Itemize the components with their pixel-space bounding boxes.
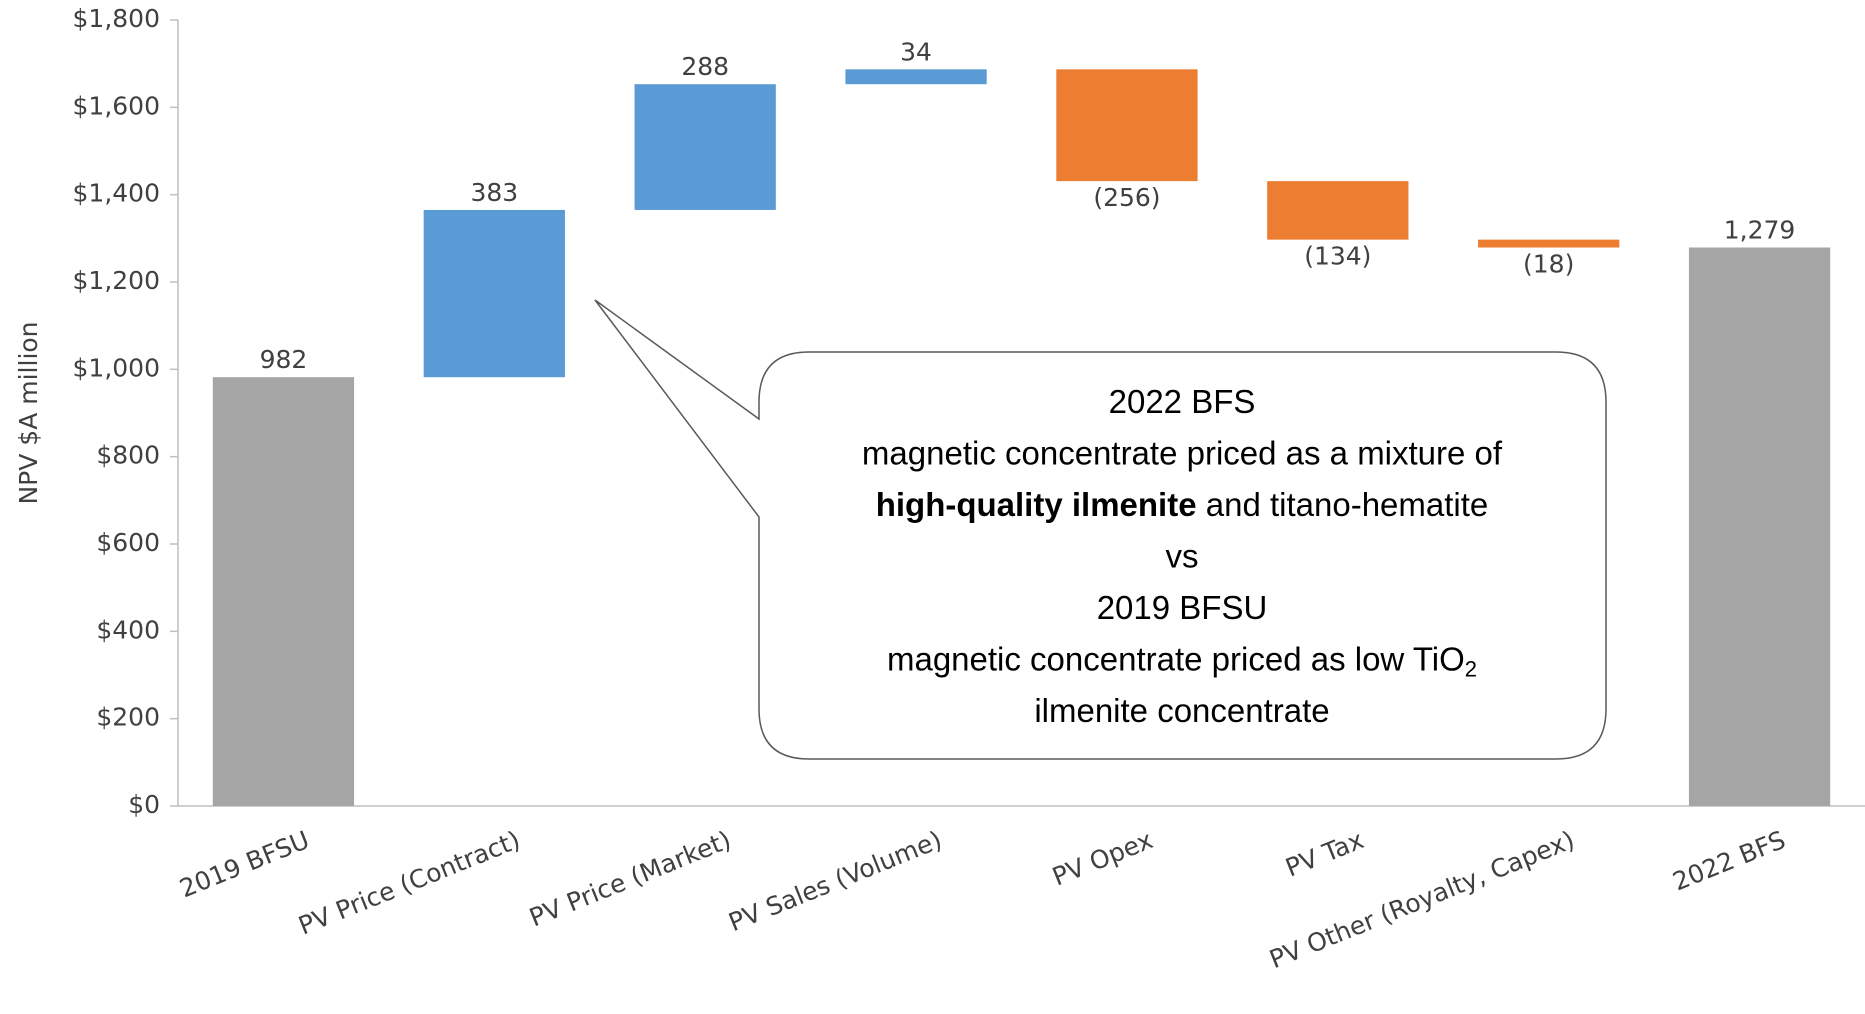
callout-segment: 2019 BFSU xyxy=(1097,589,1268,626)
x-tick-label: PV Price (Market) xyxy=(525,825,735,932)
value-label: (134) xyxy=(1304,242,1371,271)
callout-segment: high-quality ilmenite xyxy=(876,486,1197,523)
x-tick-label: PV Sales (Volume) xyxy=(724,825,945,937)
value-label: 1,279 xyxy=(1724,216,1796,245)
value-label: 34 xyxy=(900,37,932,66)
x-tick-label: 2019 BFSU xyxy=(176,825,314,903)
callout-line: ilmenite concentrate xyxy=(1034,692,1329,729)
x-tick-label: PV Opex xyxy=(1048,825,1157,891)
callout-line: high-quality ilmenite and titano-hematit… xyxy=(876,486,1489,523)
bar xyxy=(423,209,565,378)
y-tick-label: $0 xyxy=(128,790,160,819)
x-tick-label: 2022 BFS xyxy=(1669,825,1790,896)
bar xyxy=(1267,181,1409,240)
callout-box xyxy=(594,299,1607,760)
callout-segment: 2 xyxy=(1465,656,1477,681)
callout-segment: ilmenite concentrate xyxy=(1034,692,1329,729)
callout-line: 2019 BFSU xyxy=(1097,589,1268,626)
value-label: 288 xyxy=(681,52,729,81)
bar xyxy=(845,69,987,85)
y-tick-label: $400 xyxy=(96,615,160,644)
callout-segment: and titano-hematite xyxy=(1197,486,1489,523)
y-tick-label: $1,400 xyxy=(73,179,160,208)
callout-segment: magnetic concentrate priced as low TiO xyxy=(887,640,1465,677)
callout-line: 2022 BFS xyxy=(1109,383,1256,420)
x-tick-label: PV Price (Contract) xyxy=(294,825,524,940)
callout-line: magnetic concentrate priced as a mixture… xyxy=(862,434,1503,471)
x-tick-label: PV Tax xyxy=(1281,825,1367,882)
y-tick-label: $200 xyxy=(96,703,160,732)
value-label: (18) xyxy=(1523,250,1574,279)
value-label: (256) xyxy=(1093,183,1160,212)
callout-line: magnetic concentrate priced as low TiO2 xyxy=(887,640,1477,681)
y-tick-label: $600 xyxy=(96,528,160,557)
value-label: 982 xyxy=(260,345,308,374)
y-tick-label: $1,600 xyxy=(73,91,160,120)
callout-segment: magnetic concentrate priced as a mixture… xyxy=(862,434,1503,471)
bar xyxy=(1056,69,1198,182)
bar xyxy=(1478,239,1620,248)
y-tick-label: $1,800 xyxy=(73,4,160,33)
y-tick-label: $1,000 xyxy=(73,353,160,382)
y-tick-label: $800 xyxy=(96,441,160,470)
y-tick-label: $1,200 xyxy=(73,266,160,295)
value-label: 383 xyxy=(470,178,518,207)
callout-segment: vs xyxy=(1166,537,1199,574)
callout-segment: 2022 BFS xyxy=(1109,383,1256,420)
bar xyxy=(212,377,355,806)
bar xyxy=(1688,247,1831,807)
callout-line: vs xyxy=(1166,537,1199,574)
bar xyxy=(634,84,776,210)
y-axis-label: NPV $A million xyxy=(14,321,43,504)
callout: 2022 BFS magnetic concentrate priced as a… xyxy=(594,299,1607,760)
